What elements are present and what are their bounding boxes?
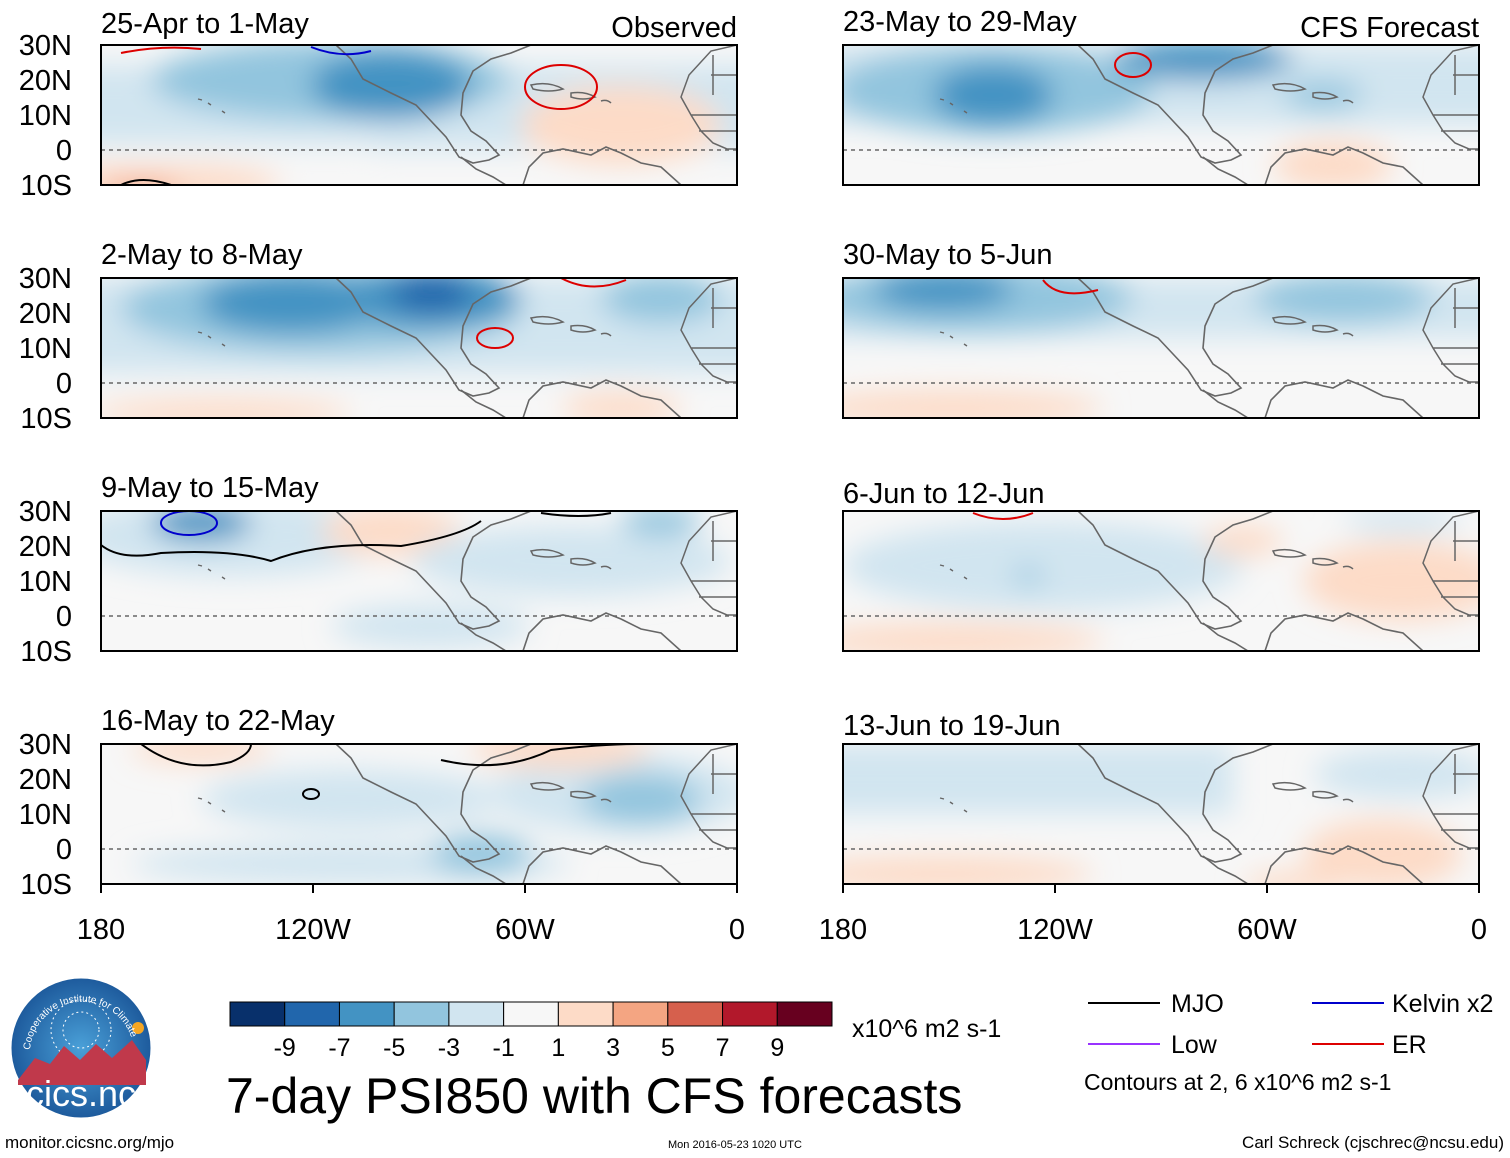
footer-credit: Carl Schreck (cjschrec@ncsu.edu) [1242, 1133, 1504, 1152]
lat-tick: 30N [19, 496, 72, 528]
colorbar-swatch [612, 1001, 669, 1027]
lon-tick: 180 [819, 914, 867, 946]
logo-name: cics.nc [26, 1073, 136, 1114]
lat-tick: 10N [19, 799, 72, 831]
panel-8-title: 13-Jun to 19-Jun [843, 710, 1061, 742]
colorbar-label: -5 [383, 1034, 405, 1062]
longitude-axis-left: 180 120W 60W 0 [77, 914, 745, 946]
colorbar-swatch [338, 1001, 395, 1027]
observed-label: Observed [611, 12, 737, 44]
panel-2-title: 2-May to 8-May [101, 239, 303, 271]
lat-tick: 0 [56, 834, 72, 866]
latitude-axis-panel-1: 30N 20N 10N 0 10S [19, 30, 72, 202]
colorbar-swatch [776, 1001, 833, 1027]
lat-tick: 30N [19, 263, 72, 295]
colorbar-label: 5 [661, 1034, 675, 1062]
lat-tick: 0 [56, 135, 72, 167]
colorbar-label: 9 [770, 1034, 784, 1062]
lat-tick: 20N [19, 298, 72, 330]
lat-tick: 20N [19, 531, 72, 563]
map-panel-2 [100, 277, 738, 419]
colorbar-swatch [229, 1001, 286, 1027]
map-panel-4 [100, 743, 738, 885]
lat-tick: 10N [19, 100, 72, 132]
lat-tick: 10N [19, 333, 72, 365]
colorbar-label: 7 [716, 1034, 730, 1062]
colorbar-units: x10^6 m2 s-1 [852, 1015, 1001, 1043]
colorbar-label: -1 [493, 1034, 515, 1062]
legend-kelvin-label: Kelvin x2 [1392, 990, 1493, 1018]
panel-3-title: 9-May to 15-May [101, 472, 319, 504]
latitude-axis-panel-2: 30N 20N 10N 0 10S [19, 263, 72, 435]
lon-tick: 60W [495, 914, 555, 946]
contours-note: Contours at 2, 6 x10^6 m2 s-1 [1084, 1069, 1391, 1095]
colorbar-swatch [448, 1001, 505, 1027]
main-title: 7-day PSI850 with CFS forecasts [226, 1068, 962, 1124]
colorbar: -9 -7 -5 -3 -1 1 3 5 7 9 x10^6 m2 s-1 [229, 1001, 1001, 1062]
latitude-axis-panel-3: 30N 20N 10N 0 10S [19, 496, 72, 668]
colorbar-label: -9 [274, 1034, 296, 1062]
lon-tick: 0 [1471, 914, 1487, 946]
lat-tick: 0 [56, 368, 72, 400]
panel-5-title: 23-May to 29-May [843, 6, 1077, 38]
colorbar-swatch [284, 1001, 340, 1027]
colorbar-swatch [667, 1001, 724, 1027]
panel-1-title: 25-Apr to 1-May [101, 8, 309, 40]
colorbar-swatch [503, 1001, 559, 1027]
panel-4-title: 16-May to 22-May [101, 705, 335, 737]
longitude-tick-marks [100, 885, 1480, 893]
colorbar-swatch [557, 1001, 614, 1027]
map-panel-8 [842, 743, 1480, 885]
lon-tick: 0 [729, 914, 745, 946]
lat-tick: 10S [20, 170, 72, 202]
lat-tick: 30N [19, 729, 72, 761]
forecast-label: CFS Forecast [1300, 12, 1479, 44]
footer-timestamp: Mon 2016-05-23 1020 UTC [668, 1139, 802, 1151]
longitude-axis-right: 180 120W 60W 0 [819, 914, 1487, 946]
lon-tick: 120W [275, 914, 351, 946]
lat-tick: 10S [20, 403, 72, 435]
colorbar-label: 3 [606, 1034, 620, 1062]
lon-tick: 120W [1017, 914, 1093, 946]
lon-tick: 180 [77, 914, 125, 946]
footer-url: monitor.cicsnc.org/mjo [5, 1133, 174, 1152]
map-panel-5 [842, 44, 1480, 186]
latitude-axis-panel-4: 30N 20N 10N 0 10S [19, 729, 72, 901]
map-panel-7 [842, 510, 1480, 652]
legend-low-label: Low [1171, 1031, 1218, 1059]
lat-tick: 30N [19, 30, 72, 62]
legend-er-label: ER [1392, 1031, 1427, 1059]
map-panel-6 [842, 277, 1480, 419]
lat-tick: 10S [20, 636, 72, 668]
colorbar-label: -7 [328, 1034, 350, 1062]
contour-legend: MJO Kelvin x2 Low ER Contours at 2, 6 x1… [1084, 990, 1493, 1095]
map-panel-3 [100, 510, 738, 652]
panel-7-title: 6-Jun to 12-Jun [843, 478, 1045, 510]
lat-tick: 20N [19, 65, 72, 97]
panel-6-title: 30-May to 5-Jun [843, 239, 1053, 271]
lat-tick: 10N [19, 566, 72, 598]
map-panel-1 [100, 44, 738, 186]
colorbar-swatch [393, 1001, 450, 1027]
lat-tick: 20N [19, 764, 72, 796]
lat-tick: 10S [20, 869, 72, 901]
legend-mjo-label: MJO [1171, 990, 1224, 1018]
colorbar-swatch [722, 1001, 778, 1027]
colorbar-label: -3 [438, 1034, 460, 1062]
lon-tick: 60W [1237, 914, 1297, 946]
colorbar-label: 1 [551, 1034, 565, 1062]
lat-tick: 0 [56, 601, 72, 633]
